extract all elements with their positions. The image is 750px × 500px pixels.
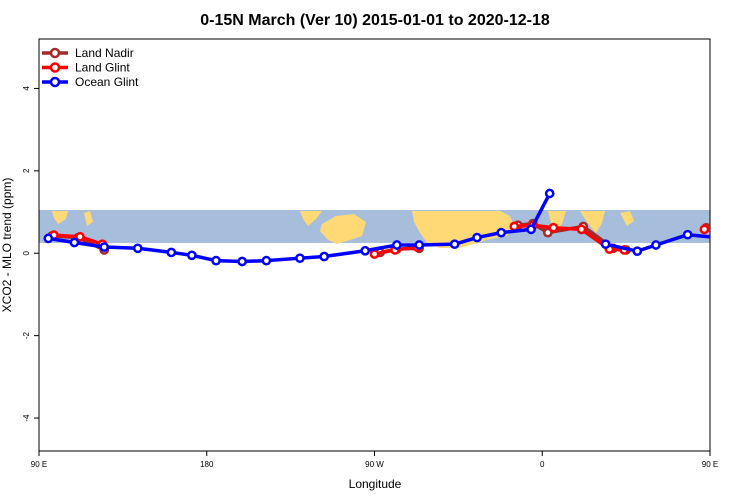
legend-swatch-marker xyxy=(49,76,61,88)
x-tick-label: 90 E xyxy=(31,460,47,469)
legend-label: Land Nadir xyxy=(75,46,134,60)
land-glint-point xyxy=(736,231,743,238)
ocean-glint-point xyxy=(295,253,305,264)
legend-label: Ocean Glint xyxy=(75,75,139,89)
y-tick-label: -4 xyxy=(22,414,31,422)
ocean-glint-point xyxy=(472,232,482,243)
y-tick-label: 0 xyxy=(22,250,31,255)
land-glint-point xyxy=(576,224,587,235)
land-glint-point xyxy=(369,249,380,259)
ocean-glint-point xyxy=(526,224,536,235)
x-axis: 90 E 180 90 W 0 90 E xyxy=(31,451,718,469)
x-tick-label: 90 W xyxy=(365,460,384,469)
y-axis-label: XCO2 - MLO trend (ppm) xyxy=(0,178,14,313)
ocean-glint-point xyxy=(600,239,611,250)
land-glint-point xyxy=(75,231,85,242)
y-tick-label: 4 xyxy=(22,86,31,91)
ocean-glint-point xyxy=(166,247,177,258)
ocean-glint-point xyxy=(682,229,693,240)
ocean-glint-point xyxy=(496,227,507,238)
land-nadir-point xyxy=(542,227,553,238)
ocean-glint-point xyxy=(43,233,54,244)
land-glint-line xyxy=(704,227,710,232)
land-glint-point xyxy=(699,224,710,235)
legend-label: Land Glint xyxy=(75,61,130,75)
legend-item-land-nadir: Land Nadir xyxy=(42,46,134,60)
x-tick-label: 90 E xyxy=(702,460,718,469)
land-glint-point xyxy=(509,221,520,232)
land-africa xyxy=(412,211,514,248)
ocean-glint-point xyxy=(319,251,330,262)
land-central-america xyxy=(300,211,322,226)
ocean-background xyxy=(39,209,710,243)
land-south-america xyxy=(320,214,366,244)
legend-swatch-marker xyxy=(49,62,61,73)
y-axis: -4 -2 0 2 4 xyxy=(22,86,39,422)
land-southeast-asia-3 xyxy=(580,211,605,233)
legend-swatch-marker xyxy=(49,47,61,59)
ocean-glint-line xyxy=(605,232,710,253)
ocean-glint-point xyxy=(392,240,402,250)
ocean-glint-point xyxy=(714,234,721,241)
land-southeast-asia-4 xyxy=(620,211,634,226)
ocean-glint-point xyxy=(651,240,661,250)
ocean-glint-point xyxy=(237,256,248,267)
land-nadir-point xyxy=(738,231,745,238)
ocean-glint-point xyxy=(99,242,110,252)
chart-title: 0-15N March (Ver 10) 2015-01-01 to 2020-… xyxy=(200,12,550,29)
y-tick-label: 2 xyxy=(22,168,31,173)
ocean-glint-point xyxy=(211,255,221,266)
x-tick-label: 0 xyxy=(540,460,545,469)
ocean-glint-point xyxy=(632,246,643,257)
series-group xyxy=(43,188,745,267)
land-india xyxy=(548,211,566,232)
ocean-glint-point xyxy=(360,245,371,256)
legend-item-ocean-glint: Ocean Glint xyxy=(42,75,139,89)
ocean-glint-point xyxy=(261,255,272,266)
ocean-glint-point xyxy=(414,240,425,250)
land-southeast-asia-1 xyxy=(52,211,68,224)
world-map-band xyxy=(39,209,710,248)
ocean-glint-point xyxy=(738,239,745,246)
land-southeast-asia-2 xyxy=(84,211,93,226)
series-ocean-glint xyxy=(43,188,745,267)
land-masses xyxy=(52,211,634,248)
x-tick-label: 180 xyxy=(200,460,214,469)
land-glint-point xyxy=(548,222,559,233)
ocean-glint-point xyxy=(544,188,555,199)
ocean-glint-point xyxy=(69,237,80,248)
legend-item-land-glint: Land Glint xyxy=(42,61,130,75)
land-nadir-line xyxy=(705,225,710,231)
y-tick-label: -2 xyxy=(22,332,31,340)
ocean-glint-point xyxy=(132,243,143,254)
ocean-glint-point xyxy=(186,250,197,261)
x-axis-label: Longitude xyxy=(349,477,402,491)
ocean-glint-point xyxy=(449,239,460,250)
